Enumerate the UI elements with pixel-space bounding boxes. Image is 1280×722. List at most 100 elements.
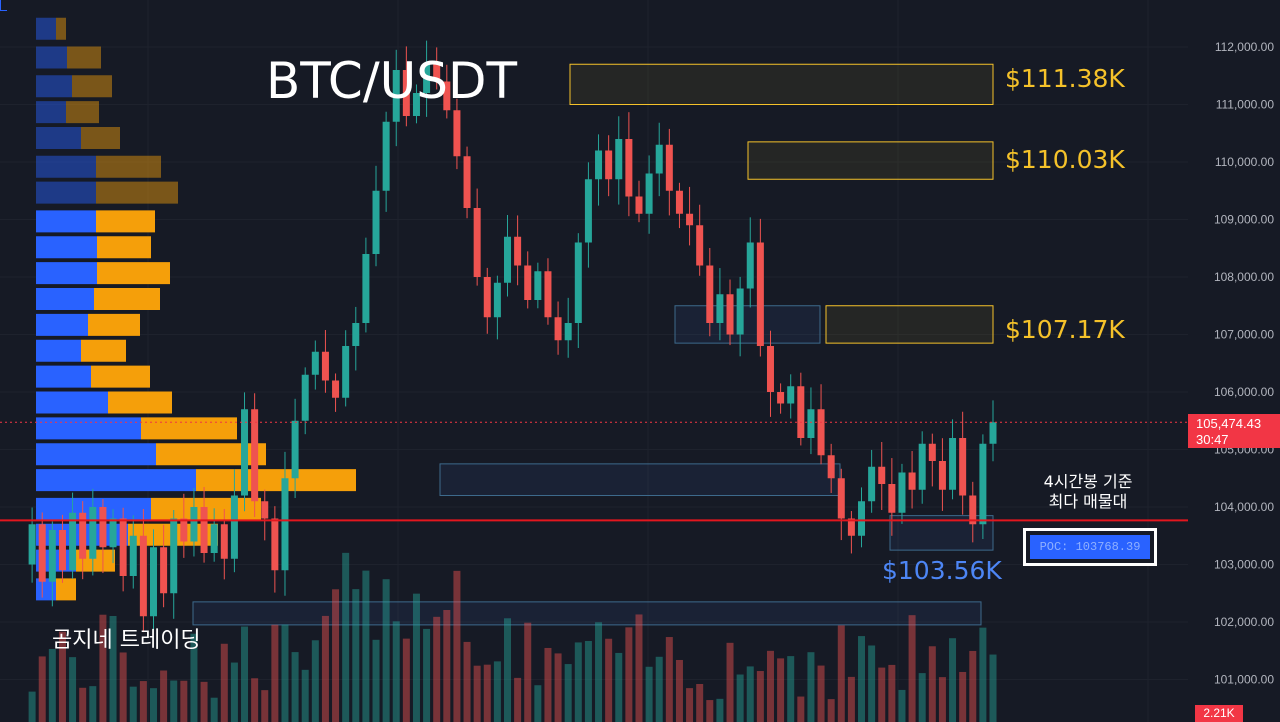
volume-bar xyxy=(362,570,370,722)
y-tick-label: 106,000.00 xyxy=(1214,385,1274,399)
vp-sell-bar xyxy=(91,365,150,388)
candle-body xyxy=(58,530,66,571)
volume-bar xyxy=(220,643,228,722)
candle-body xyxy=(625,139,633,197)
candle-body xyxy=(847,518,855,536)
candle-body xyxy=(483,277,491,318)
volume-bar xyxy=(514,677,522,722)
volume-bar xyxy=(807,652,815,722)
volume-bar xyxy=(969,650,977,722)
volume-bar xyxy=(200,681,208,722)
zone-label-2: $110.03K xyxy=(1005,145,1125,174)
vp-buy-bar xyxy=(36,236,97,259)
y-tick-label: 111,000.00 xyxy=(1216,98,1275,112)
vp-sell-bar xyxy=(141,417,237,440)
volume-bar xyxy=(372,639,380,722)
volume-bar xyxy=(645,666,653,722)
candle-body xyxy=(311,351,319,375)
candle-countdown: 30:47 xyxy=(1196,432,1229,447)
volume-bar xyxy=(261,690,269,722)
volume-bar xyxy=(160,670,168,722)
volume-bar xyxy=(817,665,825,722)
volume-bar xyxy=(230,662,238,722)
current-price-tag: 105,474.43 30:47 xyxy=(1188,414,1280,448)
volume-bar xyxy=(99,614,107,722)
resistance-zone xyxy=(825,305,994,344)
volume-bar xyxy=(180,680,188,722)
poc-note: 4시간봉 기준 최다 매물대 xyxy=(1020,472,1156,512)
vp-buy-bar xyxy=(36,313,88,336)
volume-bar xyxy=(58,631,66,722)
volume-bar xyxy=(706,700,714,722)
candle-body xyxy=(716,294,724,323)
volume-bar xyxy=(584,640,592,722)
volume-bar xyxy=(928,646,936,722)
candle-body xyxy=(38,524,46,582)
candle-body xyxy=(949,438,957,490)
candle-body xyxy=(332,380,340,398)
candle-body xyxy=(493,282,501,318)
candle-body xyxy=(281,478,289,571)
candle-body xyxy=(362,254,370,323)
candle-body xyxy=(554,317,562,341)
vp-buy-bar xyxy=(36,155,96,178)
candle-body xyxy=(301,374,309,421)
candle-body xyxy=(787,386,795,404)
volume-bar xyxy=(332,589,340,722)
candle-body xyxy=(89,507,97,559)
volume-bar xyxy=(858,636,866,722)
candle-body xyxy=(979,443,987,525)
candle-body xyxy=(514,236,522,266)
volume-bar xyxy=(898,689,906,722)
candle-body xyxy=(200,507,208,553)
volume-bar xyxy=(89,686,97,722)
volume-bar xyxy=(615,652,623,722)
candle-body xyxy=(352,323,360,346)
poc-note-line2: 최다 매물대 xyxy=(1048,492,1128,511)
y-tick-label: 107,000.00 xyxy=(1214,328,1274,342)
candle-body xyxy=(220,524,228,559)
volume-bar xyxy=(888,664,896,722)
volume-bar xyxy=(311,640,319,722)
zone-label-3: $107.17K xyxy=(1005,315,1125,344)
vp-buy-bar xyxy=(36,75,72,98)
volume-bar xyxy=(868,645,876,722)
volume-bar xyxy=(453,570,461,722)
candle-body xyxy=(412,93,420,116)
candle-body xyxy=(99,507,107,548)
price-axis: 112,000.00 111,000.00 110,000.00 109,000.00… xyxy=(1214,40,1274,687)
candle-body xyxy=(473,208,481,277)
candle-body xyxy=(69,512,77,571)
volume-bar xyxy=(736,674,744,722)
candle-body xyxy=(756,242,764,346)
vp-sell-bar xyxy=(81,339,126,362)
watermark-text: 곰지네 트레이딩 xyxy=(52,628,201,653)
poc-box[interactable]: POC: 103768.39 xyxy=(1023,528,1157,566)
volume-bar xyxy=(746,666,754,722)
volume-bar xyxy=(291,652,299,722)
volume-bar xyxy=(170,680,178,722)
candle-body xyxy=(726,294,734,335)
volume-bar xyxy=(443,609,451,722)
volume-bar xyxy=(726,642,734,722)
vp-buy-bar xyxy=(36,46,67,69)
volume-bar xyxy=(38,656,46,722)
vp-buy-bar xyxy=(36,339,81,362)
volume-bar xyxy=(119,652,127,722)
volume-bar xyxy=(241,626,249,722)
candle-body xyxy=(706,265,714,323)
candle-body xyxy=(271,518,279,571)
volume-bar xyxy=(190,633,198,722)
y-tick-label: 112,000.00 xyxy=(1215,40,1274,54)
volume-bar xyxy=(847,676,855,722)
volume-bar xyxy=(675,659,683,722)
vp-buy-bar xyxy=(36,210,96,233)
candle-body xyxy=(959,438,967,496)
candle-body xyxy=(504,236,511,283)
y-tick-label: 110,000.00 xyxy=(1215,155,1274,169)
reference-lines xyxy=(0,421,1188,522)
candle-body xyxy=(868,466,876,502)
vp-sell-bar xyxy=(96,210,155,233)
vp-sell-bar xyxy=(66,101,99,124)
